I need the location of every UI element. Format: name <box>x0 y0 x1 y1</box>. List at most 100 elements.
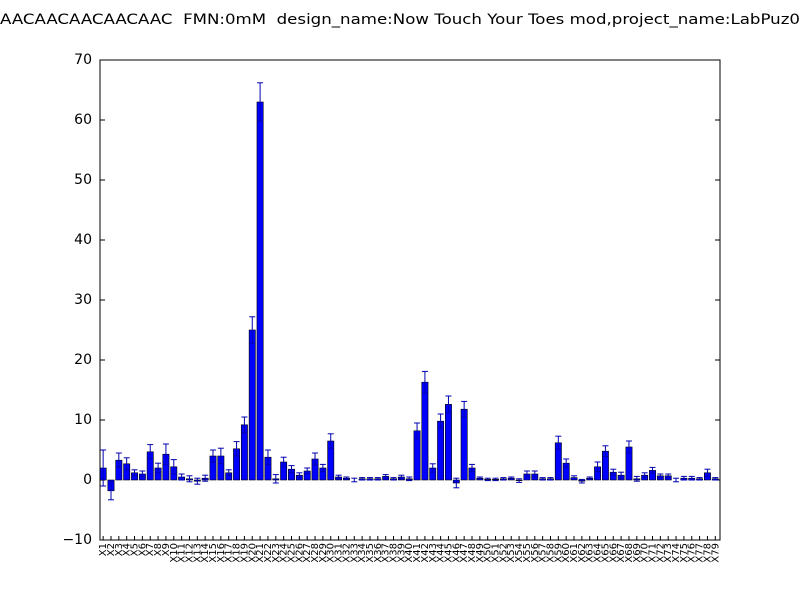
error-bar <box>186 475 193 483</box>
x-tick-label: X34 <box>357 543 368 563</box>
error-bar <box>288 465 295 474</box>
error-bar <box>280 456 287 468</box>
error-bar <box>351 477 358 483</box>
x-tick-label: X6 <box>137 543 148 556</box>
error-bar <box>586 476 593 480</box>
error-bar <box>665 473 672 479</box>
x-tick-label: X71 <box>648 543 659 563</box>
chart-title: AACAACAACAACAAC FMN:0mM design_name:Now … <box>0 12 800 28</box>
error-bar <box>445 395 452 414</box>
y-tick-label: 50 <box>74 172 92 188</box>
x-tick-label: X59 <box>553 543 564 563</box>
error-bar <box>453 477 460 489</box>
x-tick-label: X54 <box>514 543 525 563</box>
x-tick-label: X50 <box>483 543 494 563</box>
x-tick-label: X3 <box>114 543 125 556</box>
error-bar <box>257 82 264 122</box>
x-tick-label: X24 <box>279 543 290 563</box>
error-bar <box>225 469 232 477</box>
x-tick-label: X64 <box>593 543 604 563</box>
x-tick-label: X22 <box>263 543 274 563</box>
error-bar <box>335 474 342 480</box>
error-bar <box>594 461 601 473</box>
error-bar <box>492 477 499 482</box>
y-tick-label: 20 <box>74 352 92 368</box>
error-bar <box>233 441 240 457</box>
x-tick-label: X62 <box>577 543 588 563</box>
x-tick-label: X21 <box>255 543 266 563</box>
x-tick-label: X32 <box>341 543 352 563</box>
error-bar <box>390 477 397 481</box>
error-bar <box>476 476 483 480</box>
x-tick-label: X2 <box>106 543 117 556</box>
x-tick-label: X63 <box>585 543 596 563</box>
error-bar <box>210 449 217 463</box>
x-tick-label: X12 <box>184 543 195 563</box>
error-bar <box>461 400 468 418</box>
x-tick-label: X58 <box>545 543 556 563</box>
x-tick-label: X74 <box>671 543 682 563</box>
error-bar <box>625 440 632 454</box>
error-bar <box>688 475 695 481</box>
error-bar <box>249 316 256 344</box>
error-bar <box>547 477 554 481</box>
x-tick-label: X14 <box>200 543 211 563</box>
x-tick-label: X67 <box>616 543 627 563</box>
error-bar <box>374 477 381 481</box>
x-tick-label: X35 <box>365 543 376 563</box>
bar <box>437 420 445 481</box>
x-tick-label: X42 <box>420 543 431 563</box>
error-bar <box>649 466 656 474</box>
x-tick-label: X57 <box>538 543 549 563</box>
x-tick-label: X16 <box>216 543 227 563</box>
error-bar <box>327 433 334 449</box>
error-bar <box>319 463 326 473</box>
error-bar <box>123 457 130 471</box>
x-tick-label: X76 <box>687 543 698 563</box>
x-tick-label: X49 <box>475 543 486 563</box>
error-bar <box>398 474 405 480</box>
error-bar <box>241 416 248 434</box>
x-tick-label: X33 <box>349 543 360 563</box>
error-bar <box>437 413 444 429</box>
error-bar <box>429 463 436 473</box>
x-tick-label: X30 <box>326 543 337 563</box>
error-bar <box>304 467 311 475</box>
x-tick-label: X23 <box>271 543 282 563</box>
x-tick-label: X1 <box>98 543 109 556</box>
error-bar <box>523 470 530 478</box>
error-bar <box>217 447 224 465</box>
x-tick-label: X78 <box>702 543 713 563</box>
x-tick-label: X77 <box>695 543 706 563</box>
x-tick-label: X15 <box>208 543 219 563</box>
y-tick-label: 70 <box>74 52 92 68</box>
x-tick-label: X18 <box>232 543 243 563</box>
error-bar <box>115 452 122 468</box>
x-tick-label: X31 <box>334 543 345 563</box>
x-tick-label: X52 <box>498 543 509 563</box>
error-bar <box>500 477 507 481</box>
error-bar <box>641 472 648 479</box>
x-tick-label: X41 <box>412 543 423 563</box>
y-tick-label: 0 <box>83 472 92 488</box>
x-tick-label: X75 <box>679 543 690 563</box>
error-bar <box>382 474 389 479</box>
x-tick-label: X55 <box>522 543 533 563</box>
y-tick-label: 60 <box>74 112 92 128</box>
bar <box>445 404 452 481</box>
bar <box>421 381 429 481</box>
error-bar <box>516 478 523 483</box>
x-tick-label: X69 <box>632 543 643 563</box>
x-tick-label: X38 <box>389 543 400 563</box>
error-bar <box>414 422 421 440</box>
error-bar <box>704 468 711 477</box>
x-tick-label: X47 <box>459 543 470 563</box>
x-tick-label: X29 <box>318 543 329 563</box>
x-tick-label: X36 <box>373 543 384 563</box>
x-tick-label: X28 <box>310 543 321 563</box>
x-tick-label: X61 <box>569 543 580 563</box>
x-tick-label: X27 <box>302 543 313 563</box>
bar <box>460 408 468 481</box>
error-bar <box>421 370 428 394</box>
error-bar <box>563 458 570 468</box>
